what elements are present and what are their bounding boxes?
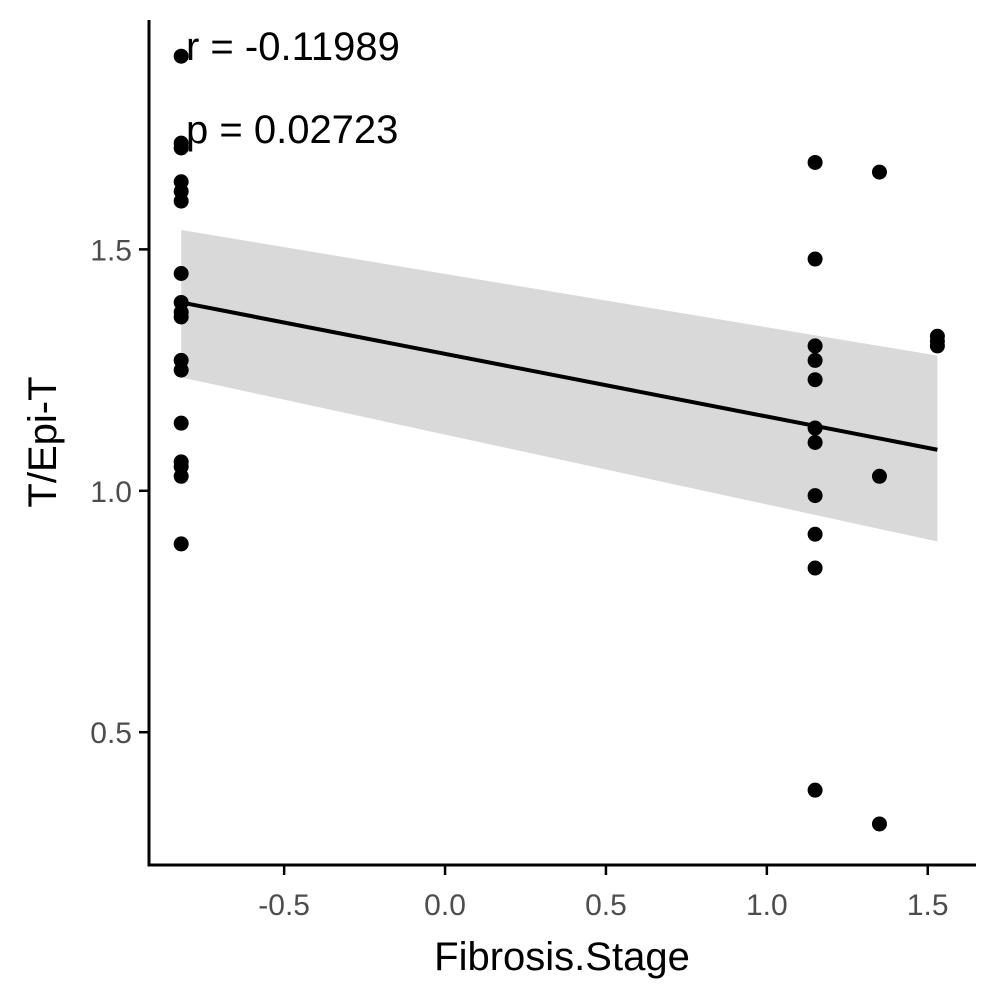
y-tick-label: 1.0: [90, 476, 132, 509]
data-point: [929, 338, 945, 354]
data-point: [807, 435, 823, 450]
p-value-annotation: p = 0.02723: [186, 108, 398, 152]
data-point: [807, 782, 823, 798]
data-point: [807, 488, 823, 504]
data-point: [173, 309, 189, 325]
data-point: [807, 372, 823, 388]
data-point: [807, 560, 823, 576]
y-axis-title: T/Epi-T: [21, 376, 65, 507]
data-point: [173, 536, 189, 552]
data-point: [173, 266, 189, 281]
data-point: [807, 338, 823, 354]
data-point: [173, 140, 189, 156]
correlation-r-annotation: r = -0.11989: [186, 25, 400, 69]
text-layer: r = -0.11989 p = 0.02723 Fibrosis.Stage …: [21, 25, 949, 979]
x-tick-label: 0.0: [424, 889, 466, 922]
data-point: [173, 468, 189, 484]
data-points-layer: [173, 48, 945, 832]
data-point: [807, 251, 823, 267]
x-axis-title: Fibrosis.Stage: [434, 935, 690, 979]
y-tick-label: 1.5: [90, 234, 132, 267]
data-point: [807, 154, 823, 170]
data-point: [871, 164, 887, 180]
data-point: [871, 816, 887, 832]
data-point: [807, 352, 823, 368]
x-tick-label: 1.5: [907, 889, 949, 922]
x-tick-label: 0.5: [585, 889, 627, 922]
confidence-band-layer: [181, 230, 938, 542]
y-tick-label: 0.5: [90, 717, 132, 750]
data-point: [807, 420, 823, 436]
data-point: [807, 526, 823, 542]
data-point: [173, 415, 189, 431]
x-tick-label: -0.5: [258, 889, 310, 922]
x-tick-label: 1.0: [746, 889, 788, 922]
data-point: [173, 48, 189, 64]
data-point: [173, 193, 189, 209]
data-point: [871, 468, 887, 484]
confidence-band: [181, 230, 938, 542]
data-point: [173, 362, 189, 378]
axes-layer: [139, 20, 976, 875]
